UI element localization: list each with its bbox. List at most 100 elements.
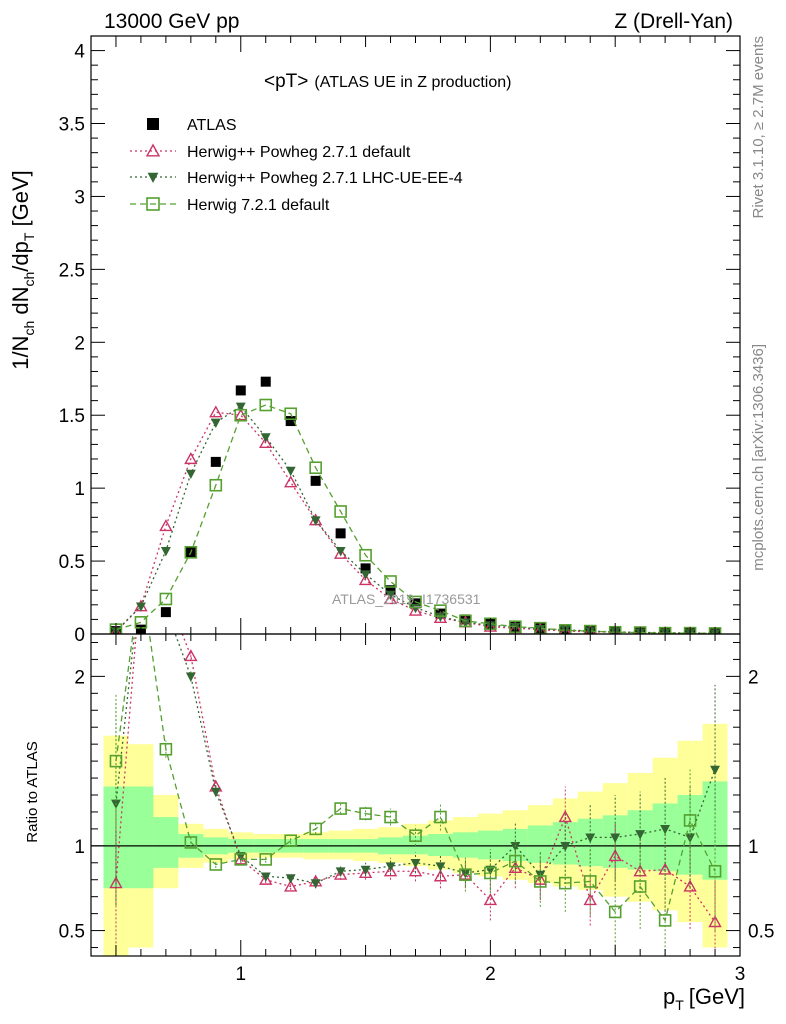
ratio-point bbox=[509, 854, 522, 868]
ratio-point bbox=[136, 571, 146, 580]
main-point bbox=[259, 398, 273, 412]
main-y-axis-label: 1/Nch dNch/dpT [GeV] bbox=[8, 170, 37, 370]
ratio-point bbox=[310, 879, 321, 889]
y-tick-label: 2 bbox=[74, 333, 85, 354]
ratio-point bbox=[234, 853, 248, 866]
ratio-point bbox=[160, 586, 171, 596]
ratio-point bbox=[558, 810, 572, 823]
y-tick-label: 3 bbox=[74, 187, 85, 208]
ratio-point bbox=[135, 569, 146, 579]
ratio-series-line bbox=[115, 634, 716, 922]
main-point bbox=[360, 563, 371, 574]
mcplots-label: mcplots.cern.ch [arXiv:1306.3436] bbox=[750, 344, 767, 571]
main-point bbox=[135, 602, 146, 612]
ratio-point bbox=[583, 875, 597, 888]
green-band-bin bbox=[427, 833, 453, 857]
ratio-y-tick-label: 0.5 bbox=[59, 922, 85, 943]
main-point bbox=[335, 547, 346, 557]
ratio-point bbox=[409, 829, 422, 842]
main-point bbox=[385, 585, 396, 596]
ratio-point bbox=[260, 872, 271, 882]
ratio-point bbox=[585, 833, 596, 843]
main-point bbox=[410, 598, 421, 609]
ratio-point bbox=[534, 875, 547, 888]
header-process: Z (Drell-Yan) bbox=[614, 10, 733, 33]
ratio-point bbox=[583, 893, 597, 906]
ratio-y-tick-label-right: 2 bbox=[748, 667, 759, 688]
main-point bbox=[284, 475, 298, 488]
legend-entry-2: Herwig++ Powheg 2.7.1 LHC-UE-EE-4 bbox=[130, 170, 463, 187]
ratio-point bbox=[184, 649, 198, 662]
green-band-bin bbox=[128, 786, 154, 889]
ratio-point bbox=[184, 836, 198, 849]
ratio-point bbox=[435, 862, 446, 872]
ratio-point bbox=[434, 810, 447, 824]
ratio-point bbox=[335, 867, 346, 877]
ratio-point bbox=[658, 914, 672, 927]
ratio-point bbox=[259, 853, 273, 866]
main-point bbox=[159, 592, 173, 606]
ratio-point bbox=[484, 866, 497, 880]
main-point bbox=[209, 405, 223, 418]
main-point bbox=[360, 570, 371, 580]
main-point bbox=[383, 592, 398, 605]
legend-label: Herwig++ Powheg 2.7.1 default bbox=[187, 144, 411, 161]
main-point bbox=[259, 435, 273, 449]
main-point bbox=[210, 456, 221, 467]
main-point bbox=[409, 595, 422, 609]
ratio-point bbox=[408, 864, 423, 877]
legend-label: Herwig 7.2.1 default bbox=[187, 197, 330, 214]
main-point bbox=[184, 546, 198, 559]
chart-title: <pT> (ATLAS UE in Z production) bbox=[264, 71, 511, 92]
main-point bbox=[160, 607, 171, 618]
main-point bbox=[333, 546, 348, 559]
y-tick-label: 3.5 bbox=[59, 115, 85, 136]
y-tick-label: 4 bbox=[74, 42, 85, 63]
main-point bbox=[235, 402, 246, 412]
main-point bbox=[358, 573, 373, 586]
x-tick-label: 1 bbox=[235, 964, 246, 985]
ratio-point bbox=[483, 893, 498, 906]
main-point bbox=[583, 624, 597, 634]
green-band-bin bbox=[652, 803, 678, 872]
ratio-point bbox=[259, 872, 273, 885]
legend-marker bbox=[146, 197, 160, 211]
ratio-point bbox=[284, 834, 297, 848]
y-tick-label: 1.5 bbox=[59, 406, 85, 427]
ratio-point bbox=[660, 825, 671, 835]
main-point bbox=[260, 376, 271, 387]
ratio-point bbox=[635, 830, 646, 840]
ratio-point bbox=[459, 868, 472, 881]
y-tick-label: 1 bbox=[74, 479, 85, 500]
legend: ATLAS Herwig++ Powheg 2.7.1 default Herwig… bbox=[130, 117, 463, 214]
main-point bbox=[310, 475, 321, 486]
main-point bbox=[459, 614, 472, 628]
main-point bbox=[435, 612, 446, 622]
main-point bbox=[284, 407, 297, 421]
ratio-point bbox=[608, 905, 622, 919]
x-axis-label: pT [GeV] bbox=[663, 984, 745, 1013]
analysis-watermark: ATLAS_2019_I1736531 bbox=[332, 591, 481, 607]
main-point bbox=[210, 418, 221, 429]
ratio-point bbox=[209, 858, 223, 871]
x-tick-label: 2 bbox=[485, 964, 496, 985]
main-point bbox=[335, 528, 346, 539]
ratio-point bbox=[358, 866, 373, 879]
main-point bbox=[209, 478, 223, 492]
ratio-point bbox=[608, 849, 622, 862]
ratio-point bbox=[384, 810, 397, 824]
ratio-point bbox=[210, 787, 221, 798]
main-point bbox=[160, 547, 171, 557]
legend-marker bbox=[147, 118, 159, 130]
header-energy: 13000 GeV pp bbox=[104, 10, 239, 33]
main-point bbox=[309, 461, 322, 475]
main-point bbox=[384, 575, 397, 588]
ratio-point bbox=[109, 754, 123, 768]
legend-marker bbox=[147, 172, 159, 183]
y-tick-label: 0.5 bbox=[59, 552, 85, 573]
legend-label: Herwig++ Powheg 2.7.1 LHC-UE-EE-4 bbox=[187, 170, 463, 187]
ratio-point bbox=[708, 864, 722, 878]
legend-entry-1: Herwig++ Powheg 2.7.1 default bbox=[130, 143, 411, 161]
y-tick-label: 2.5 bbox=[59, 260, 85, 281]
main-point bbox=[260, 433, 271, 443]
